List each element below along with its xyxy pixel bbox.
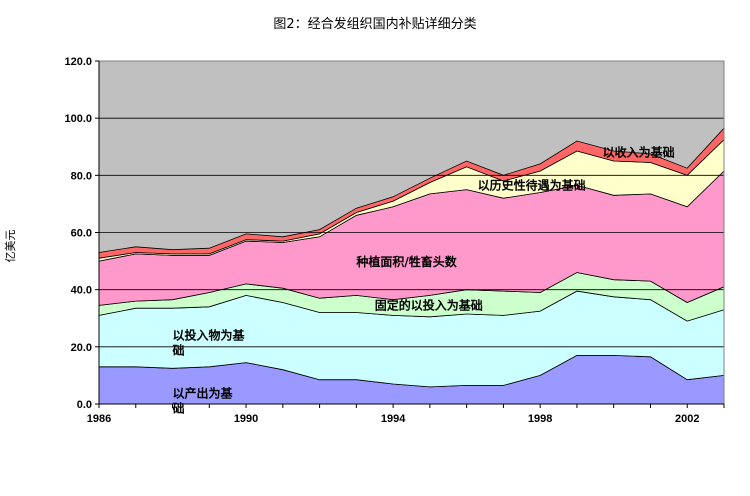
y-tick-label-0: 0.0 <box>77 399 92 411</box>
annotation-0: 以收入为基础 <box>603 145 675 160</box>
x-axis-ticks: 1986 1990 1994 1998 2002 <box>87 404 725 425</box>
x-tick-label-3: 1998 <box>528 413 552 425</box>
annotations-group: 以收入为基础以历史性待遇为基础种植面积/牲畜头数固定的以投入为基础以投入物为基础… <box>173 145 675 416</box>
annotation-4: 以投入物为基 <box>173 327 246 342</box>
annotation-1: 以历史性待遇为基础 <box>478 177 586 192</box>
y-axis-ticks: 0.0 20.0 40.0 60.0 80.0 100.0 120.0 <box>64 56 99 411</box>
gridlines <box>99 117 724 348</box>
y-tick-label-5: 100.0 <box>64 113 92 125</box>
annotation-3: 固定的以投入为基础 <box>375 298 483 313</box>
x-tick-label-0: 1986 <box>87 413 111 425</box>
y-tick-label-2: 40.0 <box>71 285 92 297</box>
y-tick-label-6: 120.0 <box>64 56 92 68</box>
annotation-5: 础 <box>173 342 185 357</box>
x-tick-label-4: 2002 <box>675 413 699 425</box>
annotation-6: 以产出为基 <box>173 385 234 400</box>
y-tick-label-1: 20.0 <box>71 342 92 354</box>
y-tick-label-3: 60.0 <box>71 228 92 240</box>
annotation-7: 础 <box>173 400 185 415</box>
y-axis-label: 亿美元 <box>4 230 17 263</box>
area-series-group <box>98 127 725 405</box>
x-tick-label-1: 1990 <box>234 413 258 425</box>
chart-title: 图2：经合发组织国内补贴详细分类 <box>273 16 476 32</box>
annotation-2: 种植面积/牲畜头数 <box>355 254 457 269</box>
x-tick-label-2: 1994 <box>381 413 406 425</box>
y-tick-label-4: 80.0 <box>71 170 92 182</box>
